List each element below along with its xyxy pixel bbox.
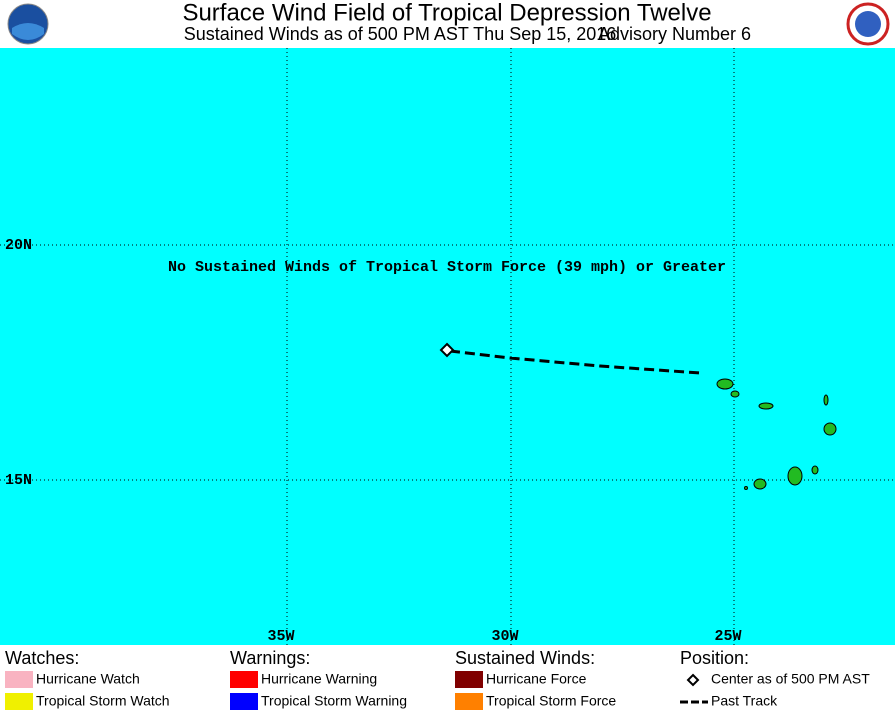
legend-center-icon xyxy=(686,673,700,687)
noaa-logo-wave xyxy=(12,23,44,40)
legend-heading: Watches: xyxy=(5,648,79,668)
subtitle: Sustained Winds as of 500 PM AST Thu Sep… xyxy=(184,24,617,44)
swatch xyxy=(230,671,258,688)
lat-label: 20N xyxy=(5,237,32,254)
advisory: Advisory Number 6 xyxy=(598,24,751,44)
island xyxy=(753,478,767,490)
legend-item: Tropical Storm Force xyxy=(486,693,616,709)
swatch xyxy=(5,671,33,688)
island xyxy=(716,378,734,390)
island xyxy=(730,390,740,398)
island xyxy=(744,486,748,490)
legend-item: Hurricane Force xyxy=(486,671,587,687)
title: Surface Wind Field of Tropical Depressio… xyxy=(182,0,711,26)
legend-item: Past Track xyxy=(711,693,778,709)
note: No Sustained Winds of Tropical Storm For… xyxy=(168,259,726,276)
storm-center xyxy=(439,342,455,358)
island xyxy=(811,465,819,475)
legend-item: Hurricane Watch xyxy=(36,671,140,687)
lon-label: 30W xyxy=(491,628,518,645)
legend-heading: Warnings: xyxy=(230,648,310,668)
legend-item: Tropical Storm Watch xyxy=(36,693,170,709)
lon-label: 35W xyxy=(267,628,294,645)
island xyxy=(758,402,774,410)
past-track xyxy=(449,349,701,375)
nws-logo-inner xyxy=(855,11,881,37)
swatch xyxy=(5,693,33,710)
legend-item: Hurricane Warning xyxy=(261,671,377,687)
island xyxy=(823,422,837,436)
swatch xyxy=(455,671,483,688)
swatch xyxy=(455,693,483,710)
legend-heading: Sustained Winds: xyxy=(455,648,595,668)
legend-item: Tropical Storm Warning xyxy=(261,693,407,709)
lat-label: 15N xyxy=(5,472,32,489)
legend-item: Center as of 500 PM AST xyxy=(711,671,870,687)
lon-label: 25W xyxy=(714,628,741,645)
island xyxy=(787,466,803,486)
swatch xyxy=(230,693,258,710)
legend-heading: Position: xyxy=(680,648,749,668)
island xyxy=(823,394,829,406)
